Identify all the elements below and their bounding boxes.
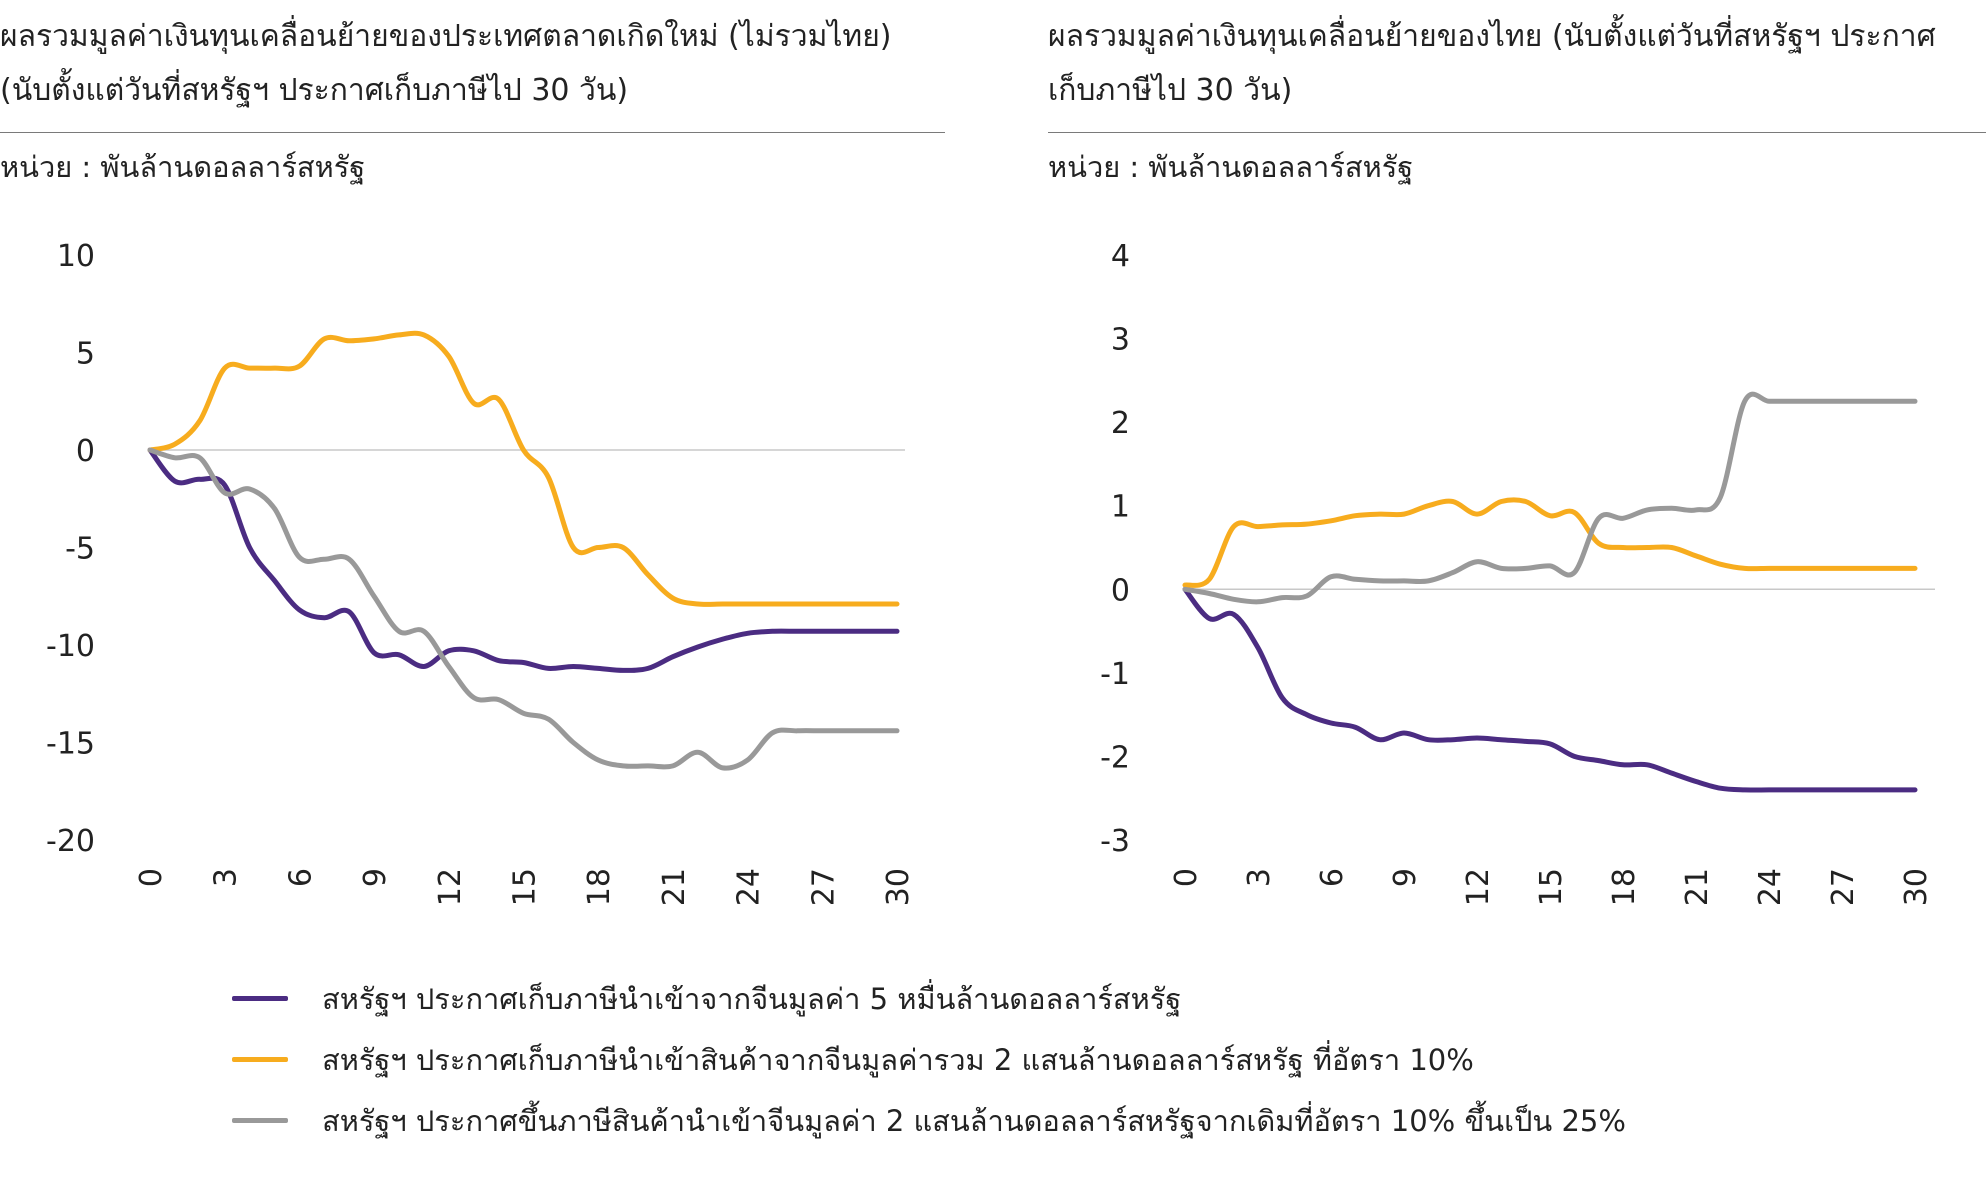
left-series-line-2 [147,330,900,607]
legend-item-tariff-200b-10pct: สหรัฐฯ ประกาศเก็บภาษีนำเข้าสินค้าจากจีนม… [232,1029,1626,1090]
left-ytick-label: -5 [65,532,95,567]
right-ytick-label: 2 [1111,406,1130,441]
left-title-divider [0,132,945,133]
right-xtick-label: 21 [1680,868,1715,906]
legend-label-tariff-50b: สหรัฐฯ ประกาศเก็บภาษีนำเข้าจากจีนมูลค่า … [322,981,1182,1016]
left-ytick-label: 0 [76,434,95,469]
left-xtick-label: 12 [433,868,468,906]
right-ytick-label: -1 [1100,657,1130,692]
right-chart-title-line2: เก็บภาษีไป 30 วัน) [1048,73,1293,108]
right-unit-label: หน่วย : พันล้านดอลลาร์สหรัฐ [1048,150,1414,184]
left-chart-title-line1: ผลรวมมูลค่าเงินทุนเคลื่อนย้ายของประเทศตล… [0,19,892,54]
right-chart-panel: ผลรวมมูลค่าเงินทุนเคลื่อนย้ายของไทย (นับ… [1048,0,1986,187]
right-ytick-label: 0 [1111,573,1130,608]
legend-item-tariff-200b-25pct: สหรัฐฯ ประกาศขึ้นภาษีสินค้านำเข้าจีนมูลค… [232,1090,1626,1151]
right-chart-title-line1: ผลรวมมูลค่าเงินทุนเคลื่อนย้ายของไทย (นับ… [1048,19,1936,54]
left-chart-title: ผลรวมมูลค่าเงินทุนเคลื่อนย้ายของประเทศตล… [0,0,945,118]
left-ytick-label: -20 [46,824,95,859]
left-xtick-label: 9 [358,868,393,887]
left-ytick-label: 5 [76,337,95,372]
left-chart-panel: ผลรวมมูลค่าเงินทุนเคลื่อนย้ายของประเทศตล… [0,0,945,187]
legend-label-tariff-200b-25pct: สหรัฐฯ ประกาศขึ้นภาษีสินค้านำเข้าจีนมูลค… [322,1103,1626,1138]
left-ytick-label: -10 [46,629,95,664]
right-chart-title: ผลรวมมูลค่าเงินทุนเคลื่อนย้ายของไทย (นับ… [1048,0,1986,118]
left-ytick-label: 10 [57,239,95,274]
right-ytick-label: 4 [1111,239,1130,274]
legend-swatch-orange [232,1057,288,1062]
right-xtick-label: 24 [1753,868,1788,906]
legend-swatch-gray [232,1118,288,1123]
right-ytick-label: 3 [1111,323,1130,358]
left-series-line-1 [147,447,900,673]
right-xtick-label: 0 [1169,868,1204,887]
right-ytick-label: -3 [1100,824,1130,859]
right-ytick-label: 1 [1111,490,1130,525]
left-xtick-label: 15 [508,868,543,906]
left-xtick-label: 24 [732,868,767,906]
right-xtick-label: 9 [1388,868,1423,887]
right-xtick-label: 30 [1899,868,1934,906]
right-xtick-label: 3 [1242,868,1277,887]
left-ytick-label: -15 [46,727,95,762]
right-xtick-label: 27 [1826,868,1861,906]
right-ytick-label: -2 [1100,740,1130,775]
right-xtick-label: 6 [1315,868,1350,887]
left-xtick-label: 21 [657,868,692,906]
left-xtick-label: 6 [283,868,318,887]
left-chart: 10 5 0 -5 -10 -15 -20 0 3 6 9 12 15 18 21 24 27 30 [46,239,916,906]
right-series-line-3 [1182,391,1918,605]
right-series-line-1 [1182,586,1918,793]
left-xtick-label: 18 [582,868,617,906]
legend: สหรัฐฯ ประกาศเก็บภาษีนำเข้าจากจีนมูลค่า … [232,968,1626,1151]
legend-swatch-purple [232,996,288,1001]
left-chart-title-line2: (นับตั้งแต่วันที่สหรัฐฯ ประกาศเก็บภาษีไป… [0,73,629,108]
left-xtick-label: 30 [881,868,916,906]
left-unit-label: หน่วย : พันล้านดอลลาร์สหรัฐ [0,150,366,184]
legend-label-tariff-200b-10pct: สหรัฐฯ ประกาศเก็บภาษีนำเข้าสินค้าจากจีนม… [322,1042,1474,1077]
right-title-divider [1048,132,1986,133]
left-xtick-label: 27 [806,868,841,906]
left-xtick-label: 3 [209,868,244,887]
right-series-line-2 [1182,497,1918,588]
right-xtick-label: 15 [1534,868,1569,906]
right-xtick-label: 12 [1461,868,1496,906]
legend-item-tariff-50b: สหรัฐฯ ประกาศเก็บภาษีนำเข้าจากจีนมูลค่า … [232,968,1626,1029]
left-xtick-label: 0 [134,868,169,887]
right-xtick-label: 18 [1607,868,1642,906]
left-series-line-3 [147,447,900,771]
